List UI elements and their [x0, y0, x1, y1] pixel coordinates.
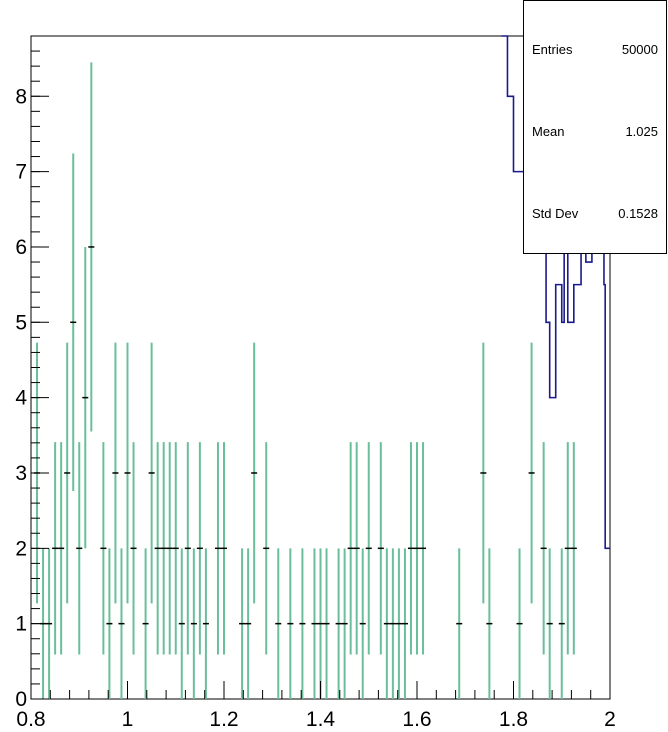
y-tick-label: 0	[15, 688, 27, 711]
y-tick-label: 5	[15, 311, 27, 334]
x-tick-label: 1	[122, 708, 134, 731]
y-tick-label: 6	[15, 236, 27, 259]
x-tick-label: 0.8	[16, 708, 45, 731]
y-tick-label: 7	[15, 161, 27, 184]
stats-row-mean: Mean 1.025	[524, 89, 666, 173]
y-tick-label: 4	[15, 387, 27, 410]
x-tick-label: 2	[604, 708, 616, 731]
stats-entries-value: 50000	[621, 41, 658, 57]
x-tick-label: 1.6	[402, 708, 431, 731]
stats-stddev-value: 0.1528	[618, 205, 658, 221]
x-tick-label: 1.4	[306, 708, 336, 731]
y-tick-label: 3	[15, 462, 27, 485]
stats-row-stddev: Std Dev 0.1528	[524, 171, 666, 255]
stats-stddev-label: Std Dev	[532, 205, 579, 221]
stats-entries-label: Entries	[532, 41, 573, 57]
stats-row-entries: Entries 50000	[524, 7, 666, 91]
stats-mean-value: 1.025	[625, 123, 658, 139]
stats-box: Entries 50000 Mean 1.025 Std Dev 0.1528	[523, 0, 667, 254]
x-tick-label: 1.8	[499, 708, 528, 731]
y-tick-label: 8	[15, 85, 27, 108]
x-tick-label: 1.2	[209, 708, 238, 731]
y-tick-label: 2	[15, 537, 27, 560]
stats-mean-label: Mean	[532, 123, 565, 139]
y-tick-label: 1	[15, 613, 27, 636]
